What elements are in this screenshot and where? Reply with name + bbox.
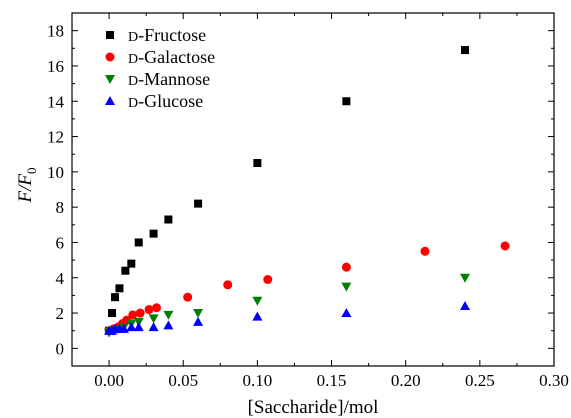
y-tick-label: 10 <box>47 163 64 182</box>
y-tick-label: 18 <box>47 22 64 41</box>
data-point-fructose <box>164 215 173 224</box>
legend-marker <box>106 31 114 39</box>
data-point-fructose <box>121 266 130 275</box>
data-point-glucose <box>163 320 174 330</box>
y-tick-label: 12 <box>47 128 64 147</box>
y-tick-label: 4 <box>56 269 65 288</box>
data-point-fructose <box>115 284 124 293</box>
data-point-fructose <box>253 159 262 168</box>
x-axis-label: [Saccharide]/mol <box>248 397 379 418</box>
data-point-mannose <box>460 273 471 283</box>
x-tick-label: 0.15 <box>317 371 347 390</box>
data-point-fructose <box>108 309 117 318</box>
data-point-galactose <box>183 292 193 302</box>
data-point-mannose <box>148 314 159 324</box>
data-point-glucose <box>252 311 263 321</box>
legend-entry: D-Fructose <box>128 25 206 45</box>
legend-entry-name: -Fructose <box>138 25 206 45</box>
y-tick-label: 0 <box>56 339 65 358</box>
x-tick-label: 0.30 <box>539 371 569 390</box>
data-point-galactose <box>500 241 510 251</box>
data-point-galactose <box>152 303 162 313</box>
x-tick-label: 0.25 <box>465 371 495 390</box>
legend-marker <box>105 96 115 105</box>
data-point-fructose <box>461 46 470 55</box>
legend-entry: D-Glucose <box>128 91 203 111</box>
axes: 0.00 0.05 0.10 0.15 0.20 0.25 0.30 0 2 4 6 8 10 12 14 1… <box>47 12 569 390</box>
y-tick-label: 14 <box>47 92 65 111</box>
data-point-mannose <box>193 309 204 319</box>
data-point-glucose <box>118 323 129 333</box>
data-point-fructose <box>127 259 136 268</box>
legend-entry-name: -Mannose <box>138 69 210 89</box>
y-tick-label: 2 <box>56 304 65 323</box>
data-point-fructose <box>342 97 351 106</box>
legend-entry: D-Galactose <box>128 47 215 67</box>
y-axis-label: F/F0 <box>15 168 39 204</box>
data-point-glucose <box>193 316 204 326</box>
data-point-galactose <box>223 280 233 290</box>
legend-entry-name: -Glucose <box>138 91 203 111</box>
data-point-glucose <box>460 300 471 310</box>
data-point-galactose <box>341 262 351 272</box>
legend-entry-prefix: D <box>128 52 138 67</box>
data-point-glucose <box>133 322 144 332</box>
legend-entry-name: -Galactose <box>138 47 215 67</box>
data-point-mannose <box>252 296 263 306</box>
x-tick-label: 0.05 <box>168 371 198 390</box>
data-point-galactose <box>128 310 138 320</box>
data-point-glucose <box>126 322 137 332</box>
data-point-fructose <box>111 293 120 302</box>
data-point-galactose <box>420 246 430 256</box>
data-point-fructose <box>194 199 203 208</box>
x-tick-label: 0.20 <box>391 371 421 390</box>
y-axis-label-main: F/F <box>15 174 36 204</box>
data-marks <box>104 46 510 338</box>
y-tick-label: 6 <box>56 233 65 252</box>
data-point-galactose <box>135 308 145 318</box>
legend-entry-prefix: D <box>128 30 138 45</box>
legend-entry-prefix: D <box>128 96 138 111</box>
data-point-galactose <box>263 275 273 285</box>
y-axis-label-subscript: 0 <box>24 168 39 175</box>
legend-marker <box>105 75 115 84</box>
data-point-galactose <box>144 305 154 315</box>
y-tick-label: 8 <box>56 198 65 217</box>
x-tick-label: 0.00 <box>94 371 124 390</box>
data-point-fructose <box>134 238 143 247</box>
data-point-mannose <box>341 282 352 292</box>
y-tick-label: 16 <box>47 57 64 76</box>
x-tick-label: 0.10 <box>243 371 273 390</box>
legend-entry: D-Mannose <box>128 69 210 89</box>
legend-entry-prefix: D <box>128 74 138 89</box>
data-point-mannose <box>163 310 174 320</box>
data-point-glucose <box>341 308 352 318</box>
data-point-fructose <box>149 229 158 238</box>
data-point-glucose <box>148 322 159 332</box>
legend-marker <box>105 52 115 62</box>
